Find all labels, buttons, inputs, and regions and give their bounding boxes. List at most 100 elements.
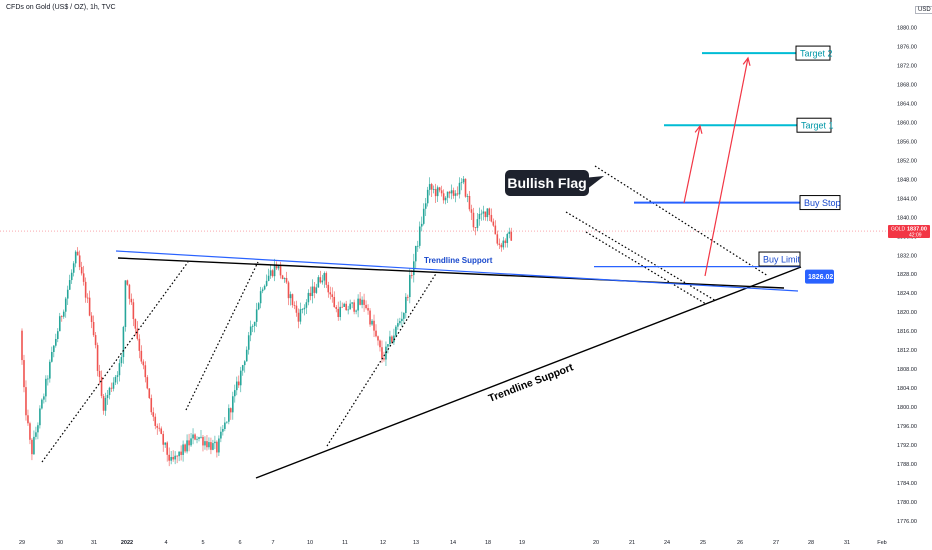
candle-body [490, 214, 493, 222]
x-tick-label: 18 [485, 540, 491, 546]
candle-body [319, 277, 322, 283]
buy-stop-box [799, 195, 841, 211]
candle-body [411, 274, 413, 276]
candle-body [265, 280, 268, 286]
candle-body [422, 208, 425, 224]
candle-body [486, 208, 489, 218]
candle-body [55, 339, 57, 346]
candle-body [389, 336, 391, 345]
candle-body [484, 211, 487, 218]
candle-body [104, 397, 107, 411]
candle-body [208, 442, 210, 448]
candle-body [62, 311, 65, 317]
candle-body [160, 428, 163, 434]
candle-body [293, 305, 296, 306]
candle-body [287, 282, 290, 299]
candle-body [462, 178, 465, 183]
candle-body [502, 240, 505, 248]
candle-body [329, 292, 332, 295]
target-2-label: Target 2 [800, 49, 833, 59]
x-tick-label: 27 [773, 540, 779, 546]
candle-body [220, 431, 222, 439]
candle-body [136, 328, 139, 339]
buy-limit-label: Buy Limit [763, 255, 801, 265]
candle-body [367, 308, 369, 311]
candle-body [472, 212, 475, 228]
candle-body [438, 187, 441, 191]
candle-body [148, 388, 151, 399]
candle-body [70, 272, 73, 281]
candle-body [269, 270, 272, 276]
candle-body [436, 187, 439, 197]
candle-body [426, 189, 429, 204]
candle-body [397, 323, 399, 327]
bullish-flag-callout [505, 170, 589, 196]
candle-body [496, 234, 499, 244]
candle-body [31, 439, 33, 455]
candle-body [108, 387, 111, 396]
candle-body [166, 442, 168, 455]
candle-body [237, 381, 240, 386]
candle-body [393, 335, 395, 343]
candle-body [253, 321, 256, 326]
candle-body [357, 298, 359, 311]
candle-body [23, 360, 25, 388]
candle-body [37, 425, 39, 433]
candle-body [118, 363, 121, 376]
candle-body [327, 284, 330, 293]
candle-body [158, 427, 161, 429]
blue-trendline-support [115, 250, 799, 292]
candle-body [150, 398, 153, 413]
candle-body [321, 280, 324, 283]
candle-body [170, 456, 172, 461]
candle-body [267, 275, 270, 281]
y-tick-label: 1788.00 [897, 462, 917, 468]
candle-body [56, 331, 59, 340]
candle-body [359, 298, 361, 305]
candle-body [202, 436, 204, 446]
candle-body [86, 297, 89, 299]
y-tick-label: 1844.00 [897, 196, 917, 202]
y-tick-label: 1808.00 [897, 367, 917, 373]
candle-body [60, 316, 63, 317]
candle-body [90, 315, 93, 323]
candle-body [216, 441, 218, 453]
candle-body [190, 438, 192, 446]
y-tick-label: 1820.00 [897, 310, 917, 316]
current-price-value: 1837.00 [907, 227, 927, 233]
candle-body [178, 451, 180, 457]
y-tick-label: 1860.00 [897, 120, 917, 126]
y-tick-label: 1812.00 [897, 348, 917, 354]
candle-body [498, 243, 501, 245]
candle-body [228, 408, 230, 422]
candle-body [41, 399, 43, 409]
candle-body [152, 412, 155, 417]
candle-body [307, 292, 310, 303]
x-tick-label: 6 [238, 540, 241, 546]
candle-body [68, 280, 71, 290]
currency-badge[interactable]: USD [915, 6, 932, 14]
candle-body [235, 381, 238, 391]
x-tick-label: 4 [164, 540, 167, 546]
price-badge [805, 269, 834, 284]
candle-body [371, 320, 373, 325]
candle-body [279, 264, 282, 276]
candle-body [64, 298, 67, 312]
candle-body [245, 349, 248, 362]
candle-body [295, 305, 298, 313]
candle-body [259, 291, 262, 304]
candle-body [339, 306, 342, 318]
candle-body [492, 221, 495, 226]
candle-body [299, 309, 302, 322]
y-tick-label: 1804.00 [897, 386, 917, 392]
y-tick-label: 1816.00 [897, 329, 917, 335]
candle-body [234, 390, 236, 397]
candle-body [466, 196, 469, 197]
candle-body [53, 345, 55, 352]
y-tick-label: 1796.00 [897, 424, 917, 430]
candle-body [504, 240, 507, 244]
candle-body [200, 436, 202, 438]
target-1-box [796, 117, 832, 133]
blue-trendline-label: Trendline Support [424, 256, 493, 265]
